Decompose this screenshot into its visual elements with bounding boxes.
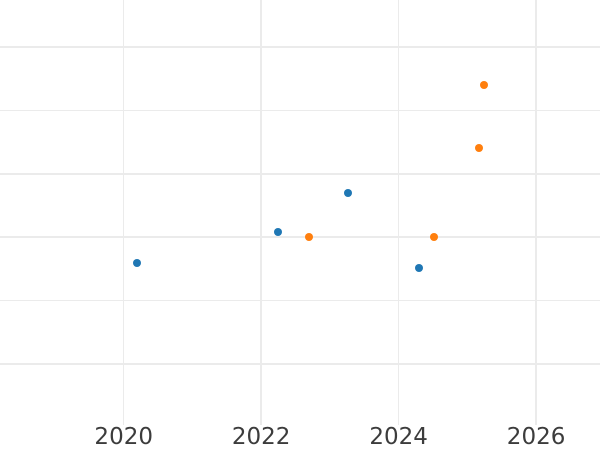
x-axis: 2020 2022 2024 2026 bbox=[0, 425, 600, 450]
data-point-blue-3 bbox=[414, 264, 423, 273]
horizontal-gridline bbox=[0, 363, 600, 365]
data-point-blue-0 bbox=[133, 259, 142, 268]
x-tick-label: 2026 bbox=[506, 424, 566, 450]
data-point-blue-2 bbox=[343, 189, 352, 198]
horizontal-gridline bbox=[0, 299, 600, 302]
x-tick-label: 2024 bbox=[369, 424, 428, 450]
data-point-orange-3 bbox=[479, 81, 488, 89]
vertical-gridline bbox=[122, 0, 125, 425]
horizontal-gridline bbox=[0, 173, 600, 175]
data-point-orange-1 bbox=[429, 233, 438, 242]
horizontal-gridline bbox=[0, 236, 600, 238]
plot-area bbox=[0, 0, 600, 425]
vertical-gridline bbox=[260, 0, 262, 425]
horizontal-gridline bbox=[0, 109, 600, 112]
vertical-gridline bbox=[535, 0, 537, 425]
x-tick-label: 2020 bbox=[94, 424, 153, 450]
x-tick-label: 2022 bbox=[231, 424, 291, 450]
data-point-orange-0 bbox=[305, 233, 314, 242]
horizontal-gridline bbox=[0, 46, 600, 48]
vertical-gridline bbox=[397, 0, 400, 425]
data-point-blue-1 bbox=[273, 227, 282, 236]
data-point-orange-2 bbox=[475, 144, 484, 153]
